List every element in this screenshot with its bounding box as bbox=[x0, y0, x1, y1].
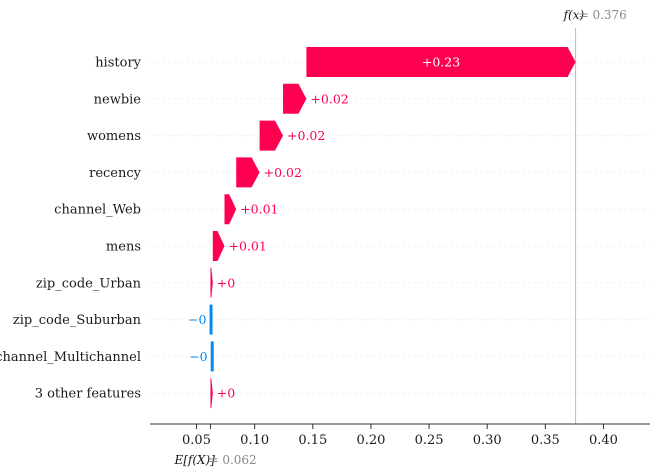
feature-labels: history newbie womens recency channel_Webmen… bbox=[0, 56, 142, 402]
waterfall-bar bbox=[236, 157, 260, 188]
bar-value-label: −0 bbox=[188, 312, 206, 327]
bar-value-label: +0.23 bbox=[422, 55, 460, 70]
bar-value-label: +0.01 bbox=[240, 202, 278, 217]
feature-name-label: channel_Multichannel bbox=[0, 350, 141, 365]
feature-name-label: 3 other features bbox=[35, 387, 141, 402]
bar-value-label: +0.01 bbox=[229, 239, 267, 254]
grid-layer bbox=[150, 61, 650, 394]
x-tick-label: 0.30 bbox=[473, 433, 502, 448]
bars-layer: +0.23 +0.02 +0.02 +0.02 +0.01 +0.01 +0 −0 −0 +0 bbox=[188, 47, 576, 409]
feature-name-label: channel_Web bbox=[54, 203, 141, 218]
bar-value-label: +0.02 bbox=[287, 128, 325, 143]
waterfall-bar bbox=[224, 194, 237, 225]
waterfall-bar bbox=[283, 83, 307, 114]
waterfall-bar bbox=[210, 341, 214, 372]
x-tick-label: 0.25 bbox=[415, 433, 444, 448]
x-tick-label: 0.05 bbox=[182, 433, 211, 448]
feature-name-label: zip_code_Suburban bbox=[13, 313, 142, 328]
efx-label: E[f(X)] bbox=[173, 453, 215, 467]
waterfall-bar bbox=[212, 231, 225, 261]
bar-value-label: +0 bbox=[217, 275, 235, 290]
x-tick-label: 0.10 bbox=[240, 433, 269, 448]
waterfall-bar bbox=[209, 304, 213, 335]
feature-name-label: recency bbox=[89, 166, 142, 181]
feature-name-label: womens bbox=[87, 129, 141, 144]
fx-layer: f(x) = 0.376 bbox=[563, 8, 627, 424]
feature-name-label: mens bbox=[106, 240, 141, 255]
x-tick-label: 0.35 bbox=[531, 433, 560, 448]
bar-value-label: +0 bbox=[217, 386, 235, 401]
x-tick-label: 0.15 bbox=[298, 433, 327, 448]
waterfall-bar bbox=[210, 267, 213, 298]
fx-value: = 0.376 bbox=[579, 8, 627, 22]
waterfall-bar bbox=[210, 378, 213, 409]
x-tick-label: 0.20 bbox=[356, 433, 385, 448]
x-tick-label: 0.40 bbox=[589, 433, 618, 448]
bar-value-label: +0.02 bbox=[310, 91, 348, 106]
bar-value-label: −0 bbox=[189, 349, 207, 364]
fx-label: f(x) bbox=[563, 8, 585, 22]
feature-name-label: history bbox=[95, 56, 141, 71]
efx-value: = 0.062 bbox=[208, 453, 256, 467]
waterfall-bar bbox=[259, 120, 284, 151]
efx-layer: E[f(X)] = 0.062 bbox=[173, 424, 257, 467]
bar-value-label: +0.02 bbox=[264, 165, 302, 180]
feature-name-label: newbie bbox=[94, 92, 142, 107]
feature-name-label: zip_code_Urban bbox=[36, 276, 142, 291]
waterfall-bar bbox=[306, 47, 576, 77]
x-axis: 0.05 0.10 0.15 0.20 0.25 0.30 0.35 0.40 bbox=[150, 423, 650, 448]
